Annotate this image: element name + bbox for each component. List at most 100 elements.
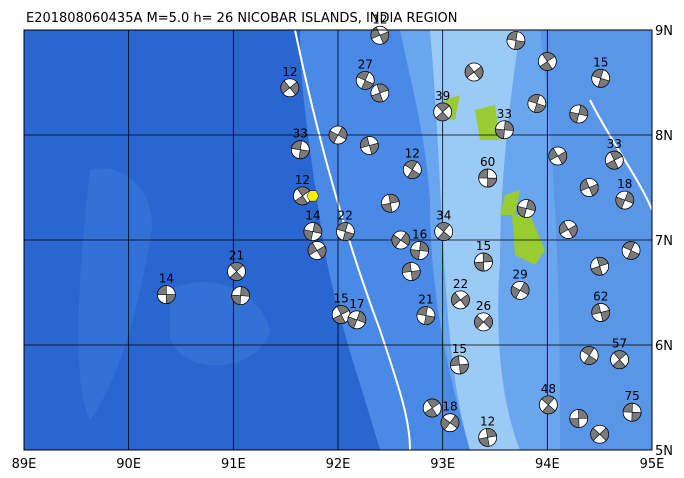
- beachball-quadrant: [527, 94, 541, 104]
- beachball-quadrant: [312, 222, 323, 234]
- beachball-quadrant: [419, 241, 429, 252]
- beachball: [579, 178, 599, 197]
- depth-label: 33: [293, 127, 308, 141]
- beachball-quadrant: [517, 205, 527, 218]
- beachball: [440, 413, 460, 433]
- beachball-quadrant: [597, 77, 610, 88]
- beachball: [335, 222, 355, 242]
- beachball-quadrant: [231, 294, 241, 305]
- beachball-quadrant: [487, 177, 497, 188]
- beachball-quadrant: [435, 111, 450, 122]
- beachball-quadrant: [504, 120, 514, 131]
- beachball-quadrant: [400, 232, 411, 246]
- map-title: E201808060435A M=5.0 h= 26 NICOBAR ISLAN…: [26, 11, 458, 26]
- beachball-quadrant: [294, 195, 308, 206]
- beachball: [621, 241, 641, 260]
- beachball-quadrant: [622, 241, 636, 251]
- beachball: [510, 280, 530, 300]
- beachball-quadrant: [478, 168, 489, 179]
- beachball-quadrant: [424, 315, 436, 325]
- beachball-quadrant: [542, 404, 556, 415]
- beachball: [347, 310, 367, 330]
- beachball: [604, 150, 624, 170]
- depth-label: 18: [442, 400, 457, 414]
- beachball-quadrant: [557, 151, 568, 165]
- beachball-quadrant: [474, 315, 484, 329]
- beachball: [478, 427, 498, 447]
- y-tick-label: 7N: [655, 234, 673, 249]
- beachball-quadrant: [482, 252, 493, 263]
- x-tick-label: 94E: [535, 457, 560, 472]
- beachball-quadrant: [526, 199, 536, 212]
- beachball: [401, 262, 421, 281]
- depth-label: 60: [480, 155, 495, 169]
- beachball: [328, 125, 348, 145]
- x-tick-label: 95E: [640, 457, 665, 472]
- depth-label: 15: [476, 239, 491, 253]
- beachball: [303, 222, 323, 242]
- depth-label: 18: [617, 177, 632, 191]
- beachball-quadrant: [583, 355, 598, 365]
- y-tick-label: 9N: [655, 24, 673, 39]
- beachball-quadrant: [569, 418, 580, 428]
- beachball-quadrant: [483, 315, 493, 329]
- y-tick-label: 6N: [655, 339, 673, 354]
- depth-label: 14: [159, 272, 174, 286]
- beachball: [422, 398, 442, 418]
- beachball-quadrant: [437, 231, 452, 241]
- beachball-quadrant: [342, 231, 355, 241]
- beachball: [610, 350, 629, 370]
- beachball-quadrant: [280, 80, 291, 94]
- beachball-quadrant: [514, 40, 526, 50]
- beachball-quadrant: [436, 222, 450, 233]
- depth-label: 27: [358, 57, 373, 71]
- beachball-quadrant: [229, 271, 244, 281]
- beachball: [622, 402, 642, 422]
- beachball: [615, 190, 635, 210]
- depth-label: 21: [418, 293, 433, 307]
- beachball-quadrant: [449, 415, 460, 429]
- beachball-quadrant: [229, 262, 244, 272]
- beachball: [410, 241, 430, 260]
- beachball-quadrant: [495, 128, 505, 140]
- beachball-quadrant: [615, 196, 626, 209]
- beachball: [591, 68, 611, 88]
- beachball: [280, 78, 300, 98]
- beachball-quadrant: [622, 402, 633, 413]
- beachball-quadrant: [426, 398, 441, 409]
- beachball: [474, 312, 493, 332]
- beachball-quadrant: [578, 104, 589, 117]
- depth-label: 12: [405, 147, 420, 161]
- depth-label: 12: [372, 12, 387, 26]
- beachball-quadrant: [569, 111, 580, 124]
- beachball: [434, 222, 454, 242]
- beachball-quadrant: [579, 178, 590, 192]
- beachball: [416, 306, 436, 326]
- beachball-quadrant: [613, 350, 627, 361]
- beachball-quadrant: [376, 83, 389, 94]
- beachball-quadrant: [328, 130, 339, 144]
- beachball-quadrant: [485, 428, 497, 438]
- beachball-quadrant: [548, 147, 559, 161]
- depth-label: 17: [349, 297, 364, 311]
- beachball: [331, 305, 351, 324]
- beachball-quadrant: [590, 265, 603, 276]
- beachball: [370, 25, 390, 45]
- beachball-quadrant: [605, 159, 619, 170]
- beachball-quadrant: [316, 245, 327, 259]
- beachball: [537, 52, 557, 71]
- beachball: [450, 355, 469, 375]
- beachball-quadrant: [519, 282, 530, 296]
- beachball-quadrant: [464, 64, 475, 78]
- beachball-quadrant: [381, 202, 393, 213]
- beachball-quadrant: [303, 229, 314, 241]
- beachball-quadrant: [612, 359, 626, 369]
- x-tick-label: 90E: [116, 457, 141, 472]
- beachball: [359, 136, 379, 155]
- beachball: [590, 424, 610, 444]
- beachball: [355, 71, 375, 90]
- depth-label: 57: [612, 337, 627, 351]
- beachball: [391, 230, 411, 250]
- beachball-quadrant: [474, 261, 485, 272]
- beachball-quadrant: [596, 256, 609, 267]
